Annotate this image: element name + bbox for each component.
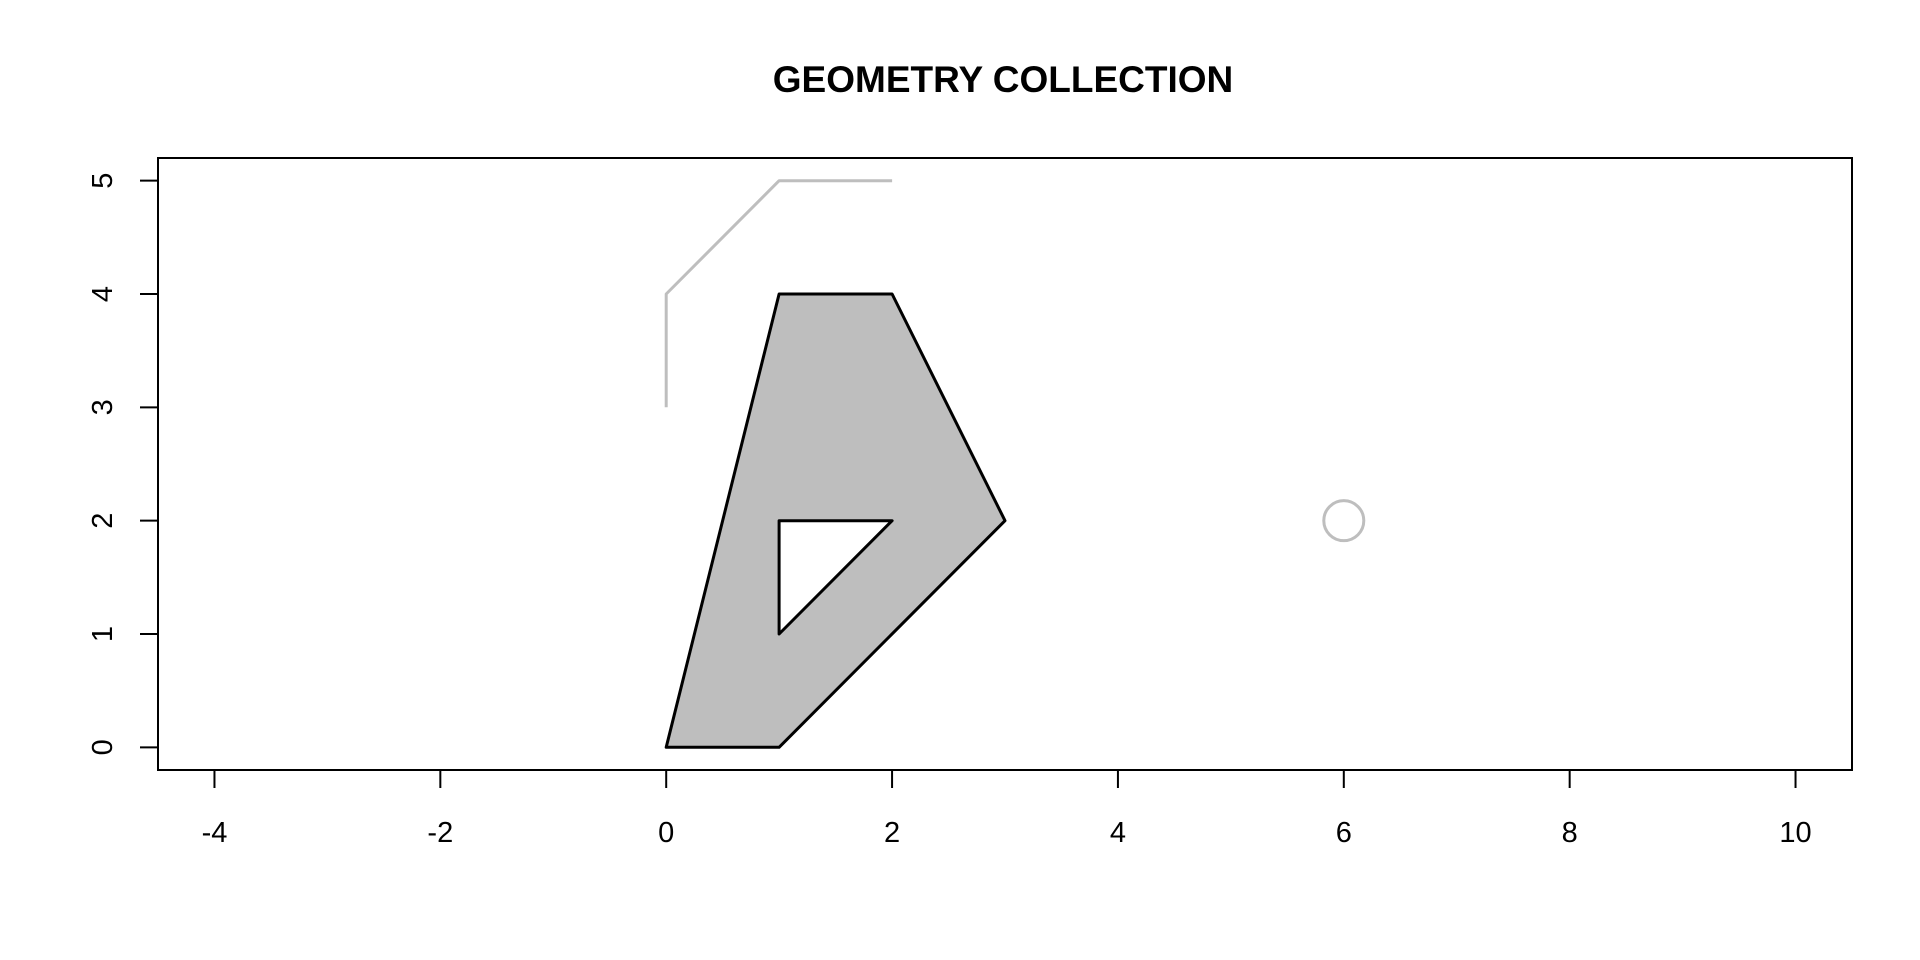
- polygon-shape: [664, 292, 1007, 749]
- linestring-line: [664, 179, 893, 408]
- x-axis: -4 -2 0 2 4 6 8 10: [202, 769, 1812, 849]
- plot-frame: [157, 157, 1853, 771]
- point-marker: [1322, 499, 1366, 543]
- x-tick-label: 4: [1110, 817, 1126, 849]
- y-tick-label: 1: [87, 626, 119, 642]
- x-tick-label: 6: [1336, 817, 1352, 849]
- x-tick-label: 0: [658, 817, 674, 849]
- y-tick-label: 4: [87, 286, 119, 302]
- y-tick-label: 0: [87, 739, 119, 755]
- x-tick-label: -4: [202, 817, 228, 849]
- x-tick-label: 10: [1779, 817, 1811, 849]
- x-tick-label: 2: [884, 817, 900, 849]
- y-axis: 0 1 2 3 4 5: [87, 173, 159, 755]
- geometry-layer: [664, 179, 1366, 749]
- y-tick-label: 2: [87, 513, 119, 529]
- x-tick-label: 8: [1562, 817, 1578, 849]
- y-tick-label: 3: [87, 399, 119, 415]
- x-tick-label: -2: [427, 817, 453, 849]
- y-tick-label: 5: [87, 173, 119, 189]
- chart-title: GEOMETRY COLLECTION: [773, 59, 1233, 100]
